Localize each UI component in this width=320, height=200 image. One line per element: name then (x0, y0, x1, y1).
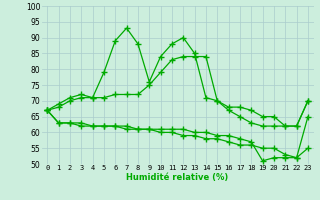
X-axis label: Humidité relative (%): Humidité relative (%) (126, 173, 229, 182)
